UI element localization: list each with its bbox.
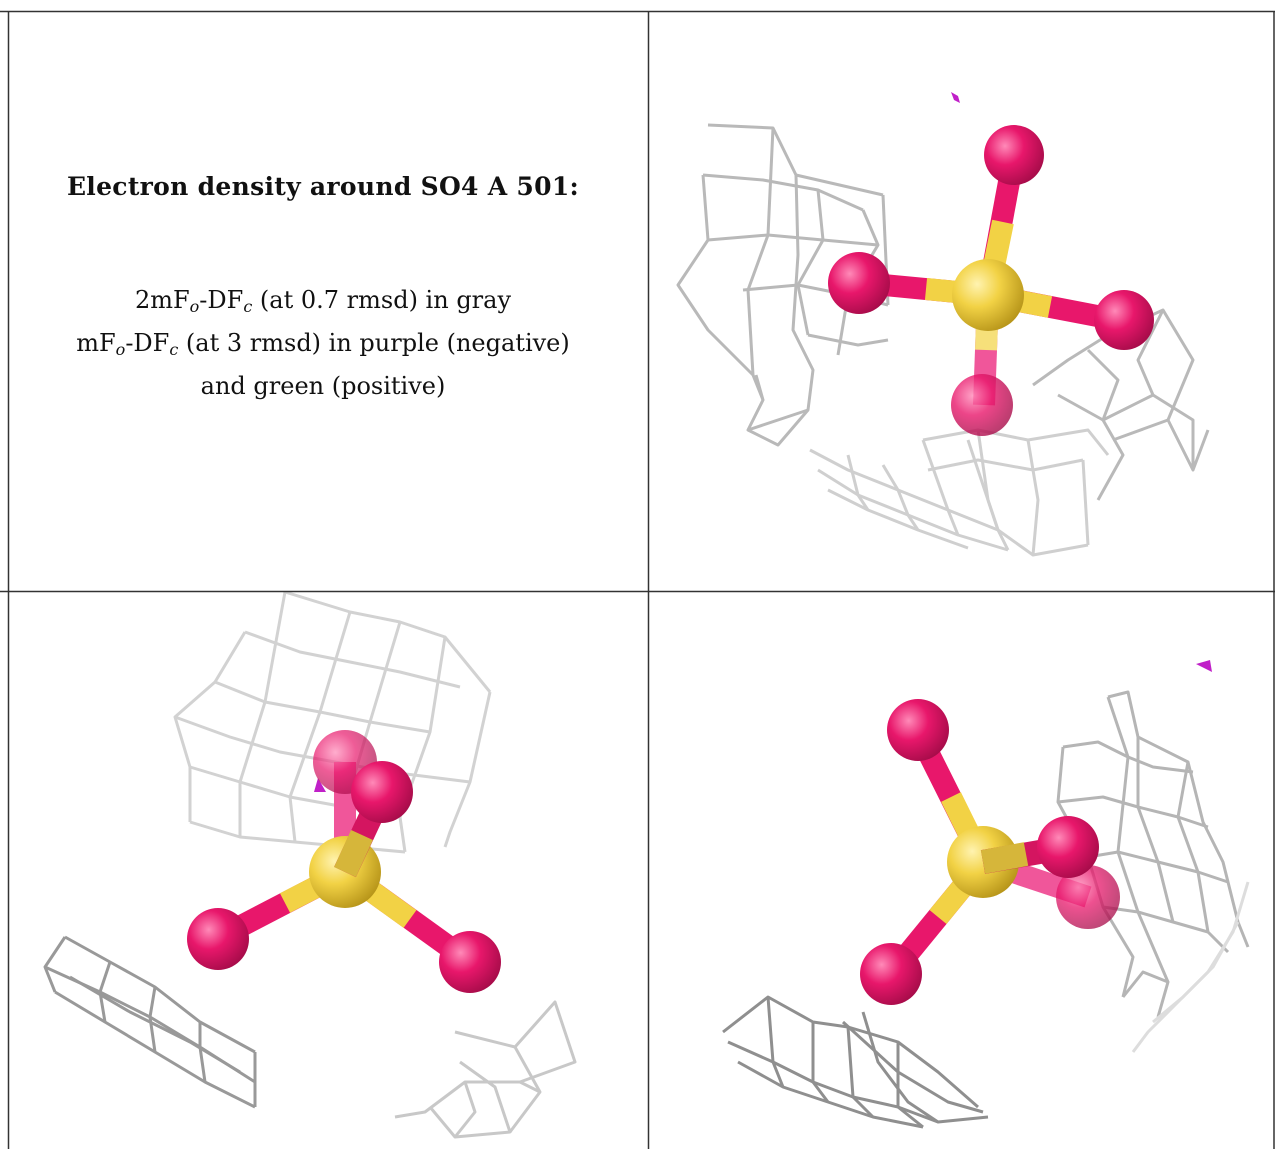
oxygen-atom: [860, 943, 922, 1005]
density-mesh-gray-left: [43, 935, 257, 1109]
density-mesh-gray-right: [1056, 690, 1250, 1018]
density-mesh-gray-lower: [809, 428, 1110, 557]
negative-density-blob: [1196, 660, 1212, 672]
sulfate-molecule: [860, 699, 1120, 1005]
oxygen-atom: [951, 374, 1013, 436]
oxygen-atom: [828, 252, 890, 314]
view-3: [648, 592, 1275, 1149]
oxygen-atom: [1037, 816, 1099, 878]
density-mesh-gray-right: [394, 1000, 577, 1139]
caption-legend: 2mFo-DFc (at 0.7 rmsd) in gray mFo-DFc (…: [0, 282, 646, 405]
oxygen-atom: [1094, 290, 1154, 350]
sulfate-molecule: [187, 730, 501, 993]
density-mesh-gray-far: [1131, 881, 1250, 1053]
oxygen-atom: [1056, 865, 1120, 929]
caption-panel: Electron density around SO4 A 501: 2mFo-…: [0, 0, 646, 590]
negative-density-blob: [314, 778, 326, 792]
oxygen-atom: [351, 761, 413, 823]
view-2: [0, 592, 646, 1149]
legend-line-mfo: mFo-DFc (at 3 rmsd) in purple (negative): [76, 329, 570, 359]
oxygen-atom: [887, 699, 949, 761]
oxygen-atom: [439, 931, 501, 993]
oxygen-atom: [187, 908, 249, 970]
density-mesh-gray-lower: [722, 995, 989, 1129]
sulfur-atom: [952, 259, 1024, 331]
oxygen-atom: [984, 125, 1044, 185]
density-mesh-gray-upper: [173, 592, 492, 854]
legend-line-2mfo: 2mFo-DFc (at 0.7 rmsd) in gray: [134, 286, 512, 316]
sulfate-molecule: [828, 125, 1154, 436]
caption-title: Electron density around SO4 A 501:: [66, 172, 580, 201]
view-1: [648, 0, 1275, 590]
negative-density-blob: [951, 92, 960, 103]
legend-line-green: and green (positive): [200, 372, 446, 400]
